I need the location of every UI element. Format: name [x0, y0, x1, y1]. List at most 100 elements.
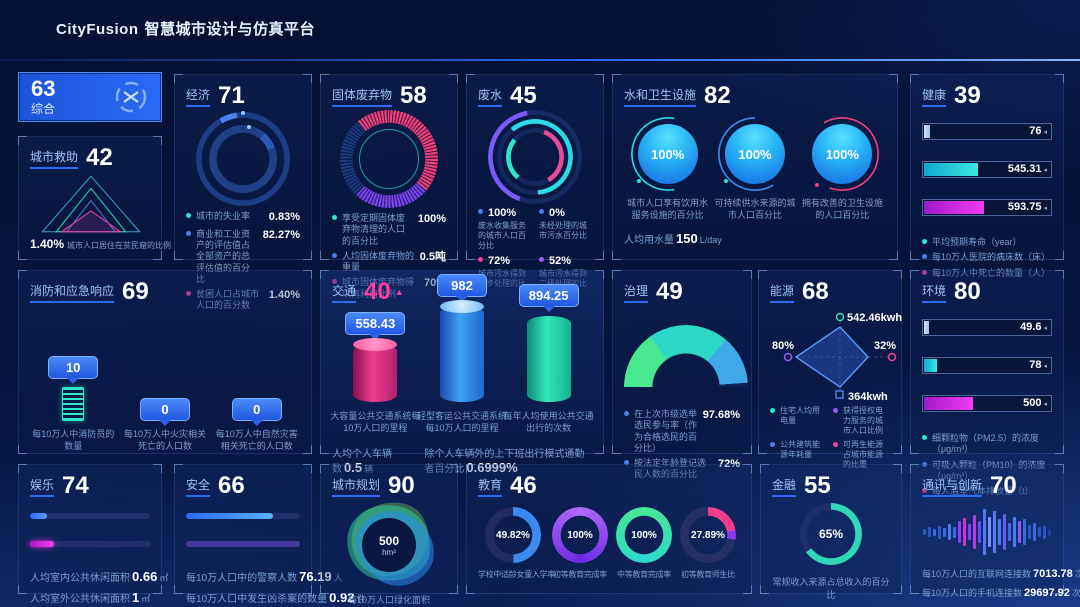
stat-unit: L/day [699, 235, 722, 246]
panel-score: 71 [218, 82, 245, 109]
panel-header: 城市规划 90 [332, 473, 446, 499]
waveform-bar [978, 521, 981, 543]
legend-dot-icon [922, 239, 927, 244]
axis-value-left: 80% [772, 340, 794, 352]
brand-name: CityFusion [56, 21, 139, 38]
fire-stat-column: 10 每10万人中消防员的数量 [30, 356, 116, 453]
cylinder-label: 每年人均使用公共交通出行的次数 [503, 411, 594, 433]
bar-value: 545.31 [1007, 163, 1042, 175]
legend-value: 0% [549, 207, 565, 219]
legend-value: 82.27% [262, 228, 300, 241]
panel-header: 治理 49 [624, 279, 740, 305]
liquid-gauge: 100% [630, 117, 705, 191]
legend-item: 获得授权电力服务的城市人口比例 [833, 406, 890, 436]
bar-row: 545.31 ◂ [922, 161, 1052, 178]
donut-label: 中等教育完成率 [617, 570, 671, 579]
overall-score: 63 [31, 75, 56, 101]
donut-label: 学校中适龄女童入学率 [478, 570, 555, 579]
outdoor-leisure-bar [30, 541, 150, 547]
economy-ring-chart [195, 111, 291, 207]
gauge-cell: 100% 城市人口享有饮用水服务设施的百分比 [624, 117, 711, 221]
panel-header: 消防和应急响应 69 [30, 279, 300, 305]
legend-dot-icon [770, 408, 775, 413]
bar-value: 78 [1029, 359, 1042, 371]
bar-row: 593.75 ◂ [922, 199, 1052, 216]
legend-label: 平均预期寿命（year） [932, 237, 1022, 247]
panel-entertainment: 娱乐 74 人均室内公共休闲面积 0.66 ㎡ 人均室外公共休闲面积 1 ㎡ [18, 464, 168, 605]
panel-score: 39 [954, 82, 981, 109]
waveform-bar [963, 518, 966, 546]
stat-item: 每10万人口的互联网连接数 7013.78 次 [922, 567, 1080, 580]
ring-dot-icon [241, 111, 245, 115]
cylinder-top [439, 300, 484, 313]
firefighters-bar-icon [62, 387, 85, 421]
green-area-blob-chart: 500 hm² [339, 490, 449, 601]
panel-title: 安全 [186, 476, 211, 497]
stat-value: 7013.78 [1033, 568, 1073, 580]
panel-title: 健康 [922, 86, 947, 107]
panel-score: 82 [704, 82, 731, 109]
education-donuts: 49.82% 学校中适龄女童入学率 100% 初等教育完成率 100% 中等教育… [478, 507, 740, 580]
energy-radar-chart: 542.46kwh 32% 80% 364kwh [772, 312, 902, 403]
value-badge: 0 [231, 398, 282, 421]
donut-value: 65% [818, 527, 844, 541]
legend-label: 在上次市级选举选民参与率（作为合格选民的百分比） [634, 409, 698, 453]
homicide-rate-bar [186, 541, 300, 547]
panel-score: 66 [218, 472, 245, 499]
donut-chart: 49.82% [485, 507, 541, 563]
panel-urban-planning: 城市规划 90 500 hm² 每10万人口绿化面积 [320, 464, 458, 605]
police-count-bar [186, 513, 300, 519]
value-marker-icon: ◂ [1043, 205, 1047, 212]
stat-unit: 次 [1074, 569, 1080, 579]
value-marker-icon: ◂ [1043, 401, 1047, 408]
donut-cell: 100% 初等教育完成率 [548, 507, 612, 580]
donut-label: 初等教育完成率 [553, 570, 607, 579]
legend-item: 细颗粒物（PM2.5）的浓度（μg/m³） [922, 433, 1052, 456]
stat-unit: 次 [1071, 588, 1080, 598]
city-emblem-icon [115, 81, 147, 113]
cylinder-column: 982 轻型客运公共交通系统每10万人口的里程 [417, 274, 507, 435]
cylinder-top [353, 338, 398, 351]
waveform-bar [1023, 519, 1026, 545]
panel-environment: 环境 80 49.6 ◂ 78 ◂ 500 ◂ 细颗粒物（PM2.5）的浓度（μg/m… [910, 270, 1064, 496]
health-bars-chart: 76 ◂ 545.31 ◂ 593.75 ◂ [922, 123, 1052, 216]
waveform-bar [1008, 523, 1011, 541]
inner-ring [359, 129, 419, 189]
donut-label: 初等教育师生比 [681, 570, 735, 579]
axis-marker-right [887, 352, 897, 362]
legend-label: 未经处理的城市污水百分比 [539, 220, 587, 240]
panel-title: 城市救助 [30, 148, 79, 169]
stat-value: 0.66 [132, 569, 158, 584]
waveform-chart [922, 503, 1052, 561]
legend-label: 住宅人均用电量 [780, 406, 820, 425]
waveform-bar [948, 524, 951, 540]
indoor-leisure-bar [30, 513, 150, 519]
donut-value: 27.89% [691, 529, 725, 541]
stat-value: 150 [676, 231, 698, 247]
gauge-dot-icon [723, 179, 728, 183]
waveform-bar [983, 509, 986, 555]
value-marker-icon: ◂ [1043, 129, 1047, 136]
panel-header: 娱乐 74 [30, 473, 150, 499]
value-marker-icon: ◂ [1043, 167, 1047, 174]
app-subtitle: 智慧城市设计与仿真平台 [144, 21, 316, 38]
panel-governance: 治理 49 在上次市级选举选民参与率（作为合格选民的百分比） 97.68% 按法定… [612, 270, 752, 479]
overall-score-text: 63 综合 [31, 77, 55, 117]
legend-item: 0% 未经处理的城市污水百分比 [539, 205, 592, 251]
overall-score-card[interactable]: 63 综合 [18, 72, 162, 122]
value-badge: 982 [436, 274, 487, 297]
legend-dot-icon [186, 213, 191, 218]
panel-score: 58 [400, 82, 427, 109]
value-marker-icon: ◂ [1043, 363, 1047, 370]
panel-city-aid: 城市救助 42 1.40% 城市人口居住在贫民窟的比例 [18, 136, 171, 260]
overall-label: 综合 [31, 102, 56, 117]
waveform-bar [1013, 517, 1016, 547]
cylinder-bar [526, 316, 571, 402]
panel-title: 城市规划 [332, 476, 381, 497]
stat-unit: ㎡ [159, 573, 169, 583]
panel-title: 水和卫生设施 [624, 86, 697, 107]
solid-waste-donut-chart [339, 109, 439, 209]
legend-label: 获得授权电力服务的城市人口比例 [843, 406, 883, 435]
panel-score: 80 [954, 278, 981, 305]
